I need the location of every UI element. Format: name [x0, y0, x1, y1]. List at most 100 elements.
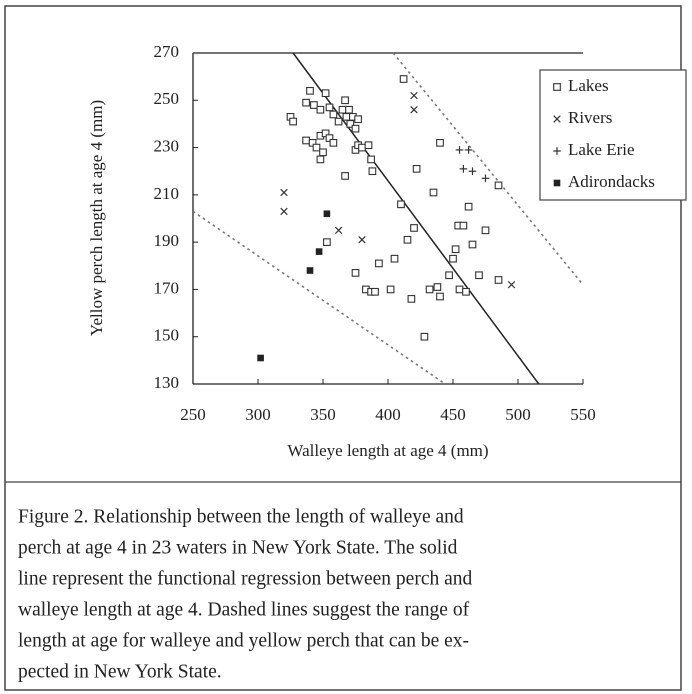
point	[494, 181, 503, 190]
point	[341, 96, 349, 105]
y-tick-label: 150	[154, 326, 180, 345]
caption-line: length at age for walleye and yellow per…	[18, 630, 469, 651]
point	[351, 124, 360, 133]
point	[371, 287, 379, 296]
point-stroke	[410, 91, 418, 100]
point-stroke	[553, 115, 561, 123]
point	[410, 106, 418, 114]
point-stroke	[334, 226, 343, 235]
point	[397, 200, 405, 209]
point	[445, 271, 453, 280]
point	[319, 148, 327, 157]
y-tick-label: 250	[154, 89, 180, 108]
caption-line: line represent the functional regression…	[18, 568, 473, 589]
point-stroke	[280, 188, 288, 197]
reference-line	[292, 52, 540, 385]
legend-box	[539, 69, 687, 201]
x-tick-label: 350	[310, 405, 336, 424]
point	[280, 207, 288, 216]
point	[316, 105, 325, 114]
caption-line: Figure 2. Relationship between the lengt…	[18, 506, 464, 527]
point	[507, 280, 516, 289]
point	[321, 129, 330, 138]
point	[420, 332, 429, 341]
point	[325, 103, 334, 112]
y-tick-label: 230	[154, 136, 180, 155]
point-stroke	[358, 236, 366, 244]
point	[342, 112, 351, 121]
point	[468, 240, 477, 249]
point	[338, 105, 347, 114]
point	[386, 285, 395, 294]
point	[329, 110, 338, 119]
caption-line: perch at age 4 in 23 waters in New York …	[18, 537, 458, 558]
point	[455, 285, 464, 294]
legend-marker	[553, 83, 561, 91]
caption-line: walleye length at age 4. Dashed lines su…	[18, 599, 470, 620]
point	[325, 134, 334, 142]
point	[358, 143, 366, 152]
y-tick-label: 170	[154, 278, 180, 297]
point	[459, 165, 468, 173]
point	[302, 136, 310, 145]
point	[302, 98, 310, 107]
point	[364, 141, 373, 150]
point	[436, 138, 444, 147]
point	[407, 295, 416, 303]
point	[455, 146, 464, 154]
y-tick-label: 210	[154, 184, 180, 203]
point-stroke	[507, 280, 516, 289]
point	[449, 254, 457, 263]
legend-marker	[553, 179, 561, 187]
point	[410, 91, 418, 100]
point	[306, 86, 314, 95]
point	[464, 202, 473, 211]
point	[351, 269, 360, 277]
legend-marker	[553, 147, 561, 155]
point	[345, 105, 353, 114]
x-tick-label: 450	[440, 405, 466, 424]
point	[412, 165, 421, 173]
point	[334, 117, 343, 126]
point	[468, 167, 477, 176]
point	[433, 283, 442, 291]
point	[367, 155, 375, 164]
point	[403, 235, 412, 244]
point	[306, 267, 314, 274]
point	[323, 238, 331, 246]
point	[334, 226, 343, 235]
reference-line	[392, 52, 584, 286]
point	[451, 245, 460, 254]
point	[494, 276, 503, 284]
legend-label: Lake Erie	[568, 140, 635, 159]
point	[308, 138, 317, 147]
point-stroke	[280, 207, 288, 216]
x-tick-label: 550	[570, 405, 596, 424]
frame	[4, 5, 682, 691]
point	[475, 271, 483, 280]
caption-line: pected in New York State.	[18, 661, 222, 682]
point-stroke	[410, 106, 418, 114]
x-tick-label: 400	[375, 405, 401, 424]
y-tick-label: 190	[154, 231, 180, 250]
point	[481, 174, 490, 183]
point	[368, 167, 377, 176]
point	[312, 143, 321, 152]
point	[354, 115, 362, 124]
y-tick-label: 270	[154, 42, 180, 61]
point	[481, 226, 490, 235]
legend-label: Lakes	[568, 76, 609, 95]
point	[323, 210, 331, 218]
y-tick-label: 130	[154, 373, 180, 392]
point	[341, 172, 349, 180]
point	[375, 259, 383, 268]
point	[280, 188, 288, 197]
x-axis-label: Walleye length at age 4 (mm)	[287, 441, 488, 460]
point	[462, 287, 470, 296]
legend-label: Rivers	[568, 108, 612, 127]
y-axis-label: Yellow perch length at age 4 (mm)	[87, 100, 106, 336]
point	[399, 75, 408, 83]
point	[410, 224, 418, 232]
point	[464, 146, 473, 154]
